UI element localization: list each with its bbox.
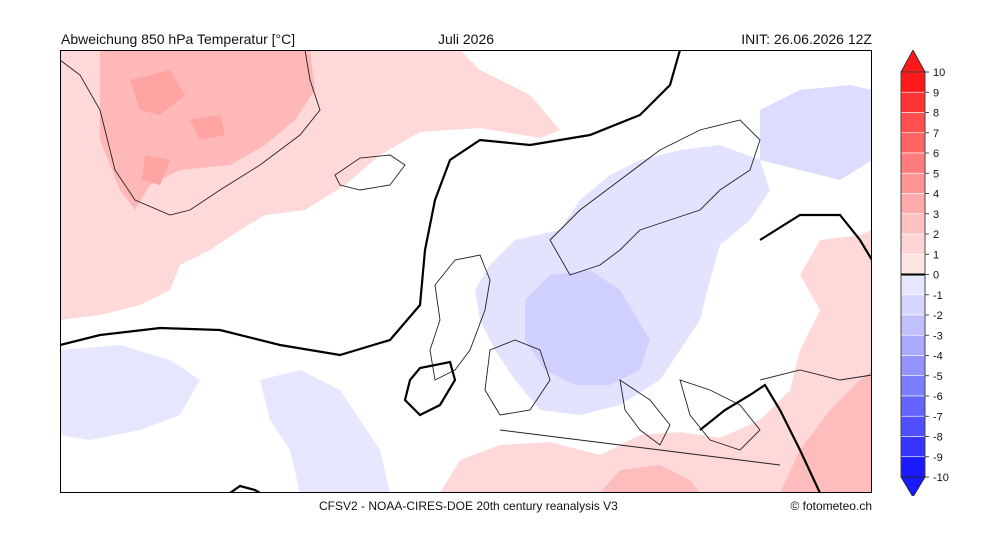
colorbar-swatch (900, 71, 926, 93)
colorbar-swatch (900, 253, 926, 275)
colorbar-swatch (900, 355, 926, 377)
colorbar-tick-label: -6 (933, 391, 943, 403)
data-source: CFSV2 - NOAA-CIRES-DOE 20th century rean… (319, 499, 618, 513)
chart-title: Abweichung 850 hPa Temperatur [°C] (61, 31, 296, 47)
cold-region-europe-core (525, 270, 650, 385)
colorbar-tick-label: 6 (933, 148, 939, 160)
colorbar-swatch (900, 112, 926, 134)
colorbar-tick-label: 4 (933, 189, 939, 201)
colorbar-tick-label: 1 (933, 249, 939, 261)
coastlines (60, 50, 872, 466)
colorbar-tick-label: -4 (933, 351, 943, 363)
colorbar-tick-label: -1 (933, 290, 943, 302)
colorbar-swatch (900, 233, 926, 255)
colorbar-tick-label: -8 (933, 432, 943, 444)
colorbar-tick-label: 7 (933, 128, 939, 140)
colorbar-tick-label: 5 (933, 168, 939, 180)
colorbar-swatch (900, 213, 926, 235)
colorbar-swatch (900, 294, 926, 316)
colorbar-tick-label: 3 (933, 209, 939, 221)
forecast-month: Juli 2026 (438, 31, 495, 47)
cold-region-ne (760, 85, 872, 180)
colorbar-swatch (900, 456, 926, 478)
warm-region-south-core (600, 370, 872, 493)
colorbar-tick-label: -7 (933, 411, 943, 423)
colorbar-swatch (900, 415, 926, 437)
init-time: INIT: 26.06.2026 12Z (741, 31, 872, 47)
colorbar-tick-label: 9 (933, 87, 939, 99)
colorbar-swatch (900, 91, 926, 113)
warm-region-south (440, 230, 872, 493)
colorbar-swatch (900, 314, 926, 336)
cold-region-atlantic (60, 345, 390, 493)
colorbar-tick-label: -10 (933, 472, 949, 484)
colorbar-tick-label: -5 (933, 371, 943, 383)
colorbar-swatches (900, 50, 926, 496)
colorbar-swatch (900, 395, 926, 417)
colorbar-tick-label: -2 (933, 310, 943, 322)
colorbar-swatch (900, 436, 926, 458)
colorbar-swatch (900, 334, 926, 356)
colorbar-tick-label: 10 (933, 67, 945, 79)
colorbar-min-arrow (900, 476, 926, 496)
warm-region-greenland-max (130, 70, 225, 185)
colorbar-swatch (900, 132, 926, 154)
colorbar-tick-label: -9 (933, 452, 943, 464)
anomaly-map (60, 50, 872, 493)
colorbar-swatch (900, 172, 926, 194)
copyright-credit: © fotometeo.ch (790, 499, 872, 513)
colorbar-swatch (900, 274, 926, 296)
map-frame (60, 50, 872, 493)
colorbar-tick-label: 2 (933, 229, 939, 241)
colorbar-tick-label: 0 (933, 270, 939, 282)
colorbar-swatch (900, 152, 926, 174)
colorbar-max-arrow (900, 50, 926, 73)
colorbar-tick-label: 8 (933, 108, 939, 120)
colorbar-swatch (900, 375, 926, 397)
colorbar-swatch (900, 193, 926, 215)
zero-contours (60, 50, 872, 493)
colorbar-tick-label: -3 (933, 330, 943, 342)
